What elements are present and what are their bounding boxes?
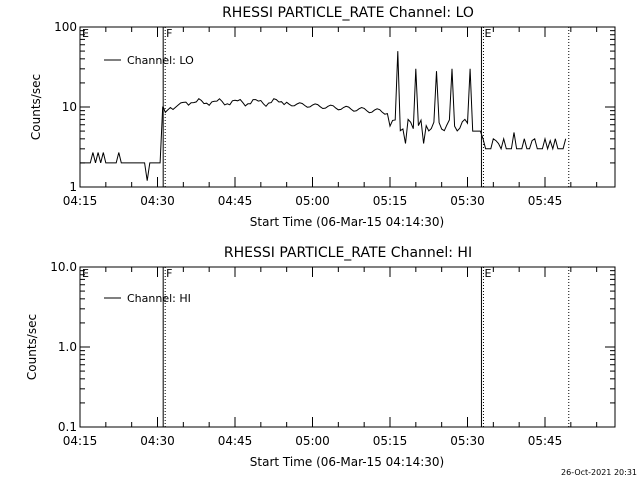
x-tick-label: 05:00 [295, 434, 330, 448]
event-marker-label: E [82, 267, 89, 280]
series-line [80, 51, 567, 181]
y-tick-label: 0.1 [58, 420, 77, 434]
y-tick-label: 1 [69, 180, 77, 194]
event-marker-label: E [484, 267, 491, 280]
y-tick-label: 1.0 [58, 340, 77, 354]
hi-channel-panel: RHESSI PARTICLE_RATE Channel: HI 0.1 1.0 1… [25, 245, 616, 469]
x-tick-label: 04:30 [140, 434, 175, 448]
chart-title: RHESSI PARTICLE_RATE Channel: HI [224, 245, 472, 261]
y-tick-label: 10.0 [50, 260, 77, 274]
y-axis-label: Counts/sec [25, 314, 39, 380]
x-tick-label: 04:45 [218, 194, 253, 208]
chart-title: RHESSI PARTICLE_RATE Channel: LO [222, 5, 474, 21]
x-tick-label: 04:15 [63, 194, 98, 208]
y-tick-label: 10 [62, 100, 77, 114]
x-tick-label: 04:15 [63, 434, 98, 448]
x-tick-label: 05:45 [528, 434, 563, 448]
plot-frame [79, 266, 616, 428]
y-tick-label: 100 [54, 20, 77, 34]
y-axis: 0.1 1.0 10.0 [50, 260, 615, 434]
event-marker-label: E [484, 27, 491, 40]
event-marker-label: F [166, 267, 172, 280]
event-marker-label: F [166, 27, 172, 40]
event-marker-label: E [82, 27, 89, 40]
lo-channel-panel: RHESSI PARTICLE_RATE Channel: LO 110100 … [29, 5, 616, 229]
legend: Channel: LO [104, 54, 194, 67]
x-tick-label: 05:15 [373, 194, 408, 208]
data-series [80, 51, 567, 181]
y-axis-label: Counts/sec [29, 74, 43, 140]
x-tick-label: 05:45 [528, 194, 563, 208]
x-tick-label: 05:15 [373, 434, 408, 448]
y-axis: 1 10 100 [54, 20, 615, 194]
legend: Channel: HI [104, 292, 191, 305]
x-axis-label: Start Time (06-Mar-15 04:14:30) [250, 455, 444, 469]
x-tick-label: 05:00 [295, 194, 330, 208]
x-tick-label: 04:45 [218, 434, 253, 448]
x-tick-label: 05:30 [450, 434, 485, 448]
x-axis: 04:15 04:30 04:45 05:00 05:15 05:30 05:45 [63, 267, 598, 448]
x-axis: 04:15 04:30 04:45 05:00 05:15 05:30 05:45 [63, 27, 598, 208]
legend-label: Channel: LO [127, 54, 194, 67]
x-axis-label: Start Time (06-Mar-15 04:14:30) [250, 215, 444, 229]
footer-timestamp: 26-Oct-2021 20:31 [561, 468, 637, 477]
x-tick-label: 04:30 [140, 194, 175, 208]
legend-label: Channel: HI [127, 292, 191, 305]
x-tick-label: 05:30 [450, 194, 485, 208]
